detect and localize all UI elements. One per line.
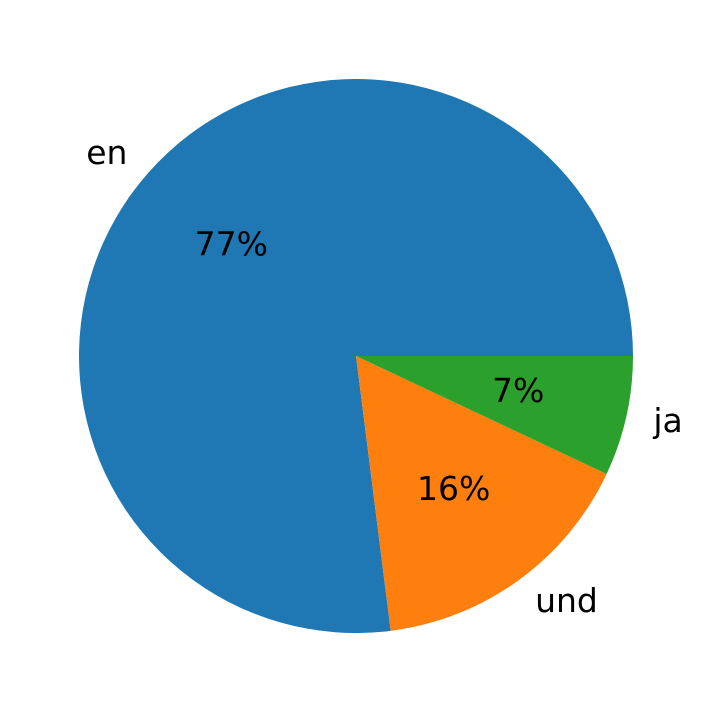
slice-label: und [535,581,598,620]
value-label: 77% [195,225,268,264]
slice-label: en [86,133,127,172]
slice-label: ja [652,401,682,440]
pie-slice [356,356,633,474]
pie-slice [356,356,607,631]
value-label: 16% [417,469,490,508]
value-label: 7% [492,371,544,410]
pie-slice [78,79,633,634]
